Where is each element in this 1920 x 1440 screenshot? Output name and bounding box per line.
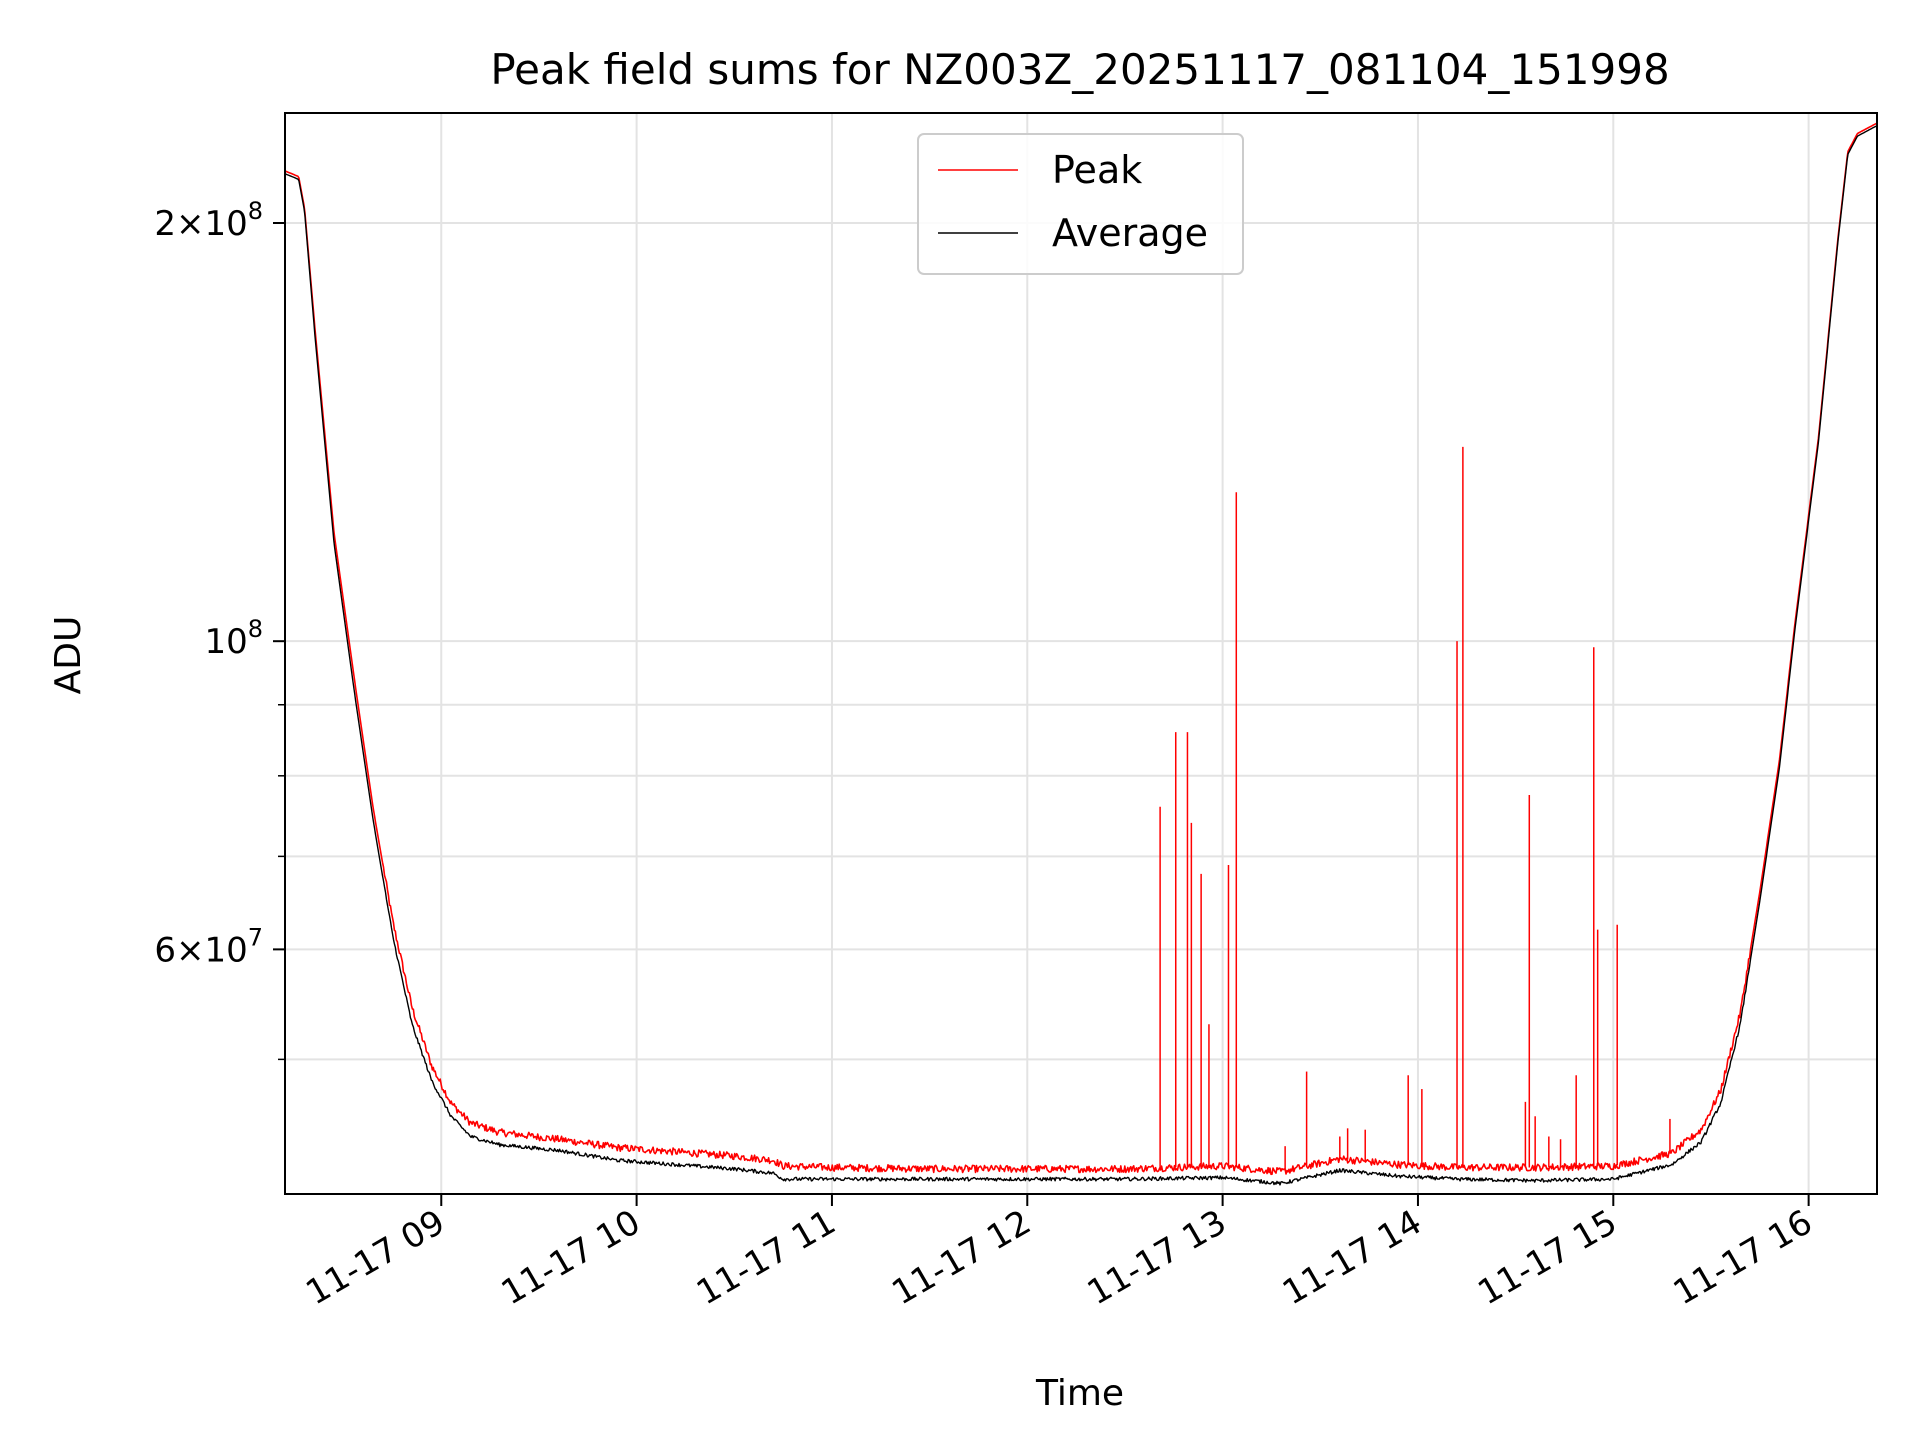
y-tick-mantissa: 6×10 — [154, 930, 247, 970]
legend-average-label: Average — [1052, 211, 1208, 255]
average-series-line — [284, 125, 1878, 1186]
plot-frame — [284, 112, 1878, 1195]
legend-peak-label: Peak — [1052, 148, 1142, 192]
y-axis-label: ADU — [48, 616, 89, 695]
x-axis-label: Time — [1035, 1373, 1124, 1414]
legend-box — [917, 133, 1244, 275]
y-tick-mantissa: 2×10 — [154, 204, 247, 244]
chart-title: Peak field sums for NZ003Z_20251117_0811… — [490, 45, 1669, 94]
y-tick-exponent: 8 — [248, 197, 263, 225]
y-tick-exponent: 7 — [248, 923, 263, 951]
peak-series-line — [284, 122, 1878, 1176]
series-layer — [284, 122, 1878, 1186]
y-tick-label: 108 — [204, 615, 263, 662]
y-tick-mantissa: 10 — [204, 622, 247, 662]
y-tick-label: 6×107 — [154, 923, 263, 970]
y-tick-label: 2×108 — [154, 197, 263, 244]
legend: Peak Average — [917, 133, 1244, 275]
y-tick-exponent: 8 — [248, 615, 263, 643]
